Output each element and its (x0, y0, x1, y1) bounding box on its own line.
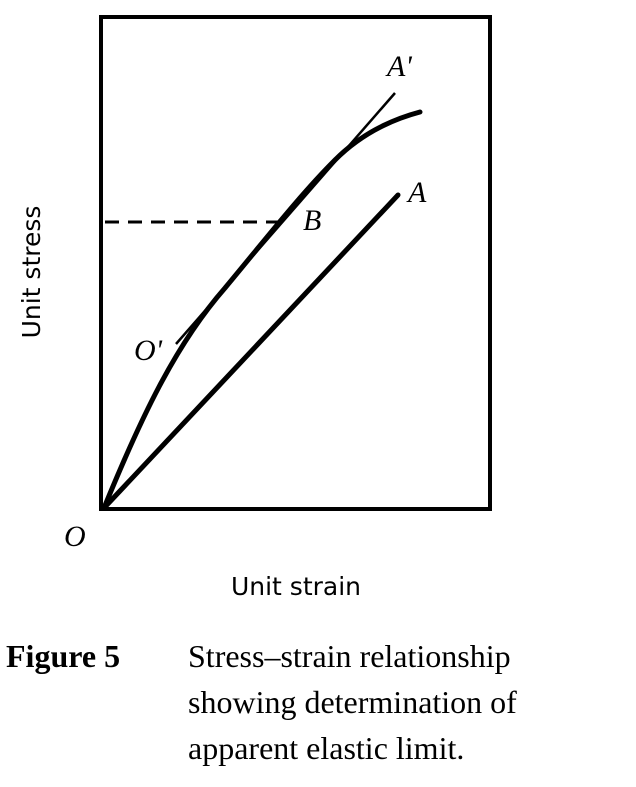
label-o: O (64, 520, 86, 553)
line-o-to-a (101, 192, 401, 511)
caption-line-2: showing determination of (188, 684, 517, 720)
y-axis-label: Unit stress (17, 206, 46, 339)
label-o-prime: O' (134, 334, 163, 367)
stress-strain-diagram: O O' B A A' Unit strain Unit stress (17, 15, 492, 601)
caption-line-1: Stress–strain relationship (188, 638, 511, 674)
label-a-prime: A' (385, 50, 412, 83)
label-a: A (406, 176, 427, 209)
caption-figure-number: Figure 5 (6, 638, 121, 674)
plot-frame (99, 15, 492, 511)
stress-strain-curve (101, 109, 423, 511)
label-b: B (303, 204, 321, 237)
caption-line-3: apparent elastic limit. (188, 730, 465, 766)
x-axis-label: Unit strain (231, 572, 361, 601)
